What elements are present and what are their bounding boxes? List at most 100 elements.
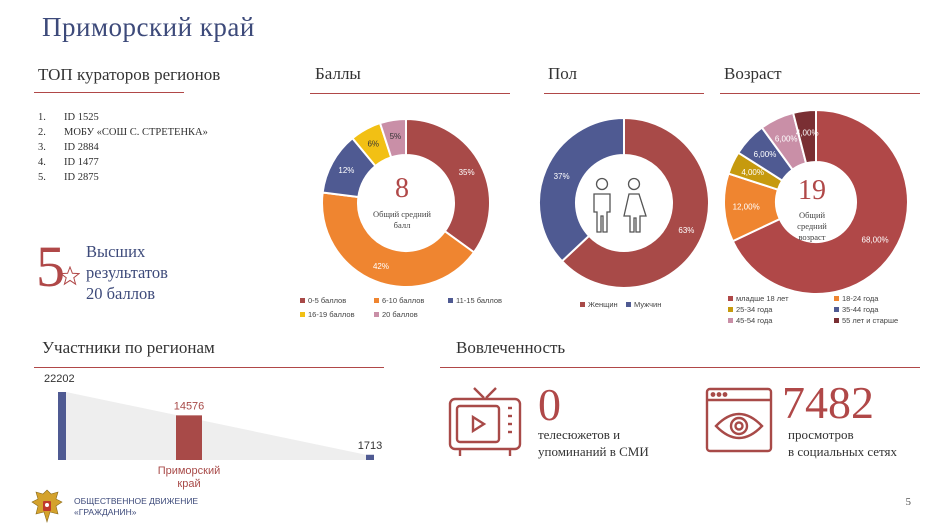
scores-legend-item: 11-15 баллов	[448, 296, 502, 305]
regions-bar	[58, 392, 66, 460]
age-slice-label: 6,00%	[754, 150, 777, 159]
scores-slice-label: 5%	[390, 132, 402, 141]
gender-legend-item: Женщин	[580, 300, 618, 309]
gender-legend-item: Мужчин	[626, 300, 661, 309]
age-center-label: Общий средний возраст	[797, 210, 827, 242]
top-curators-rule	[34, 92, 184, 93]
regions-trend-shape	[66, 392, 366, 460]
scores-slice	[321, 191, 476, 288]
regions-bar-label: 1713	[358, 440, 382, 452]
scores-legend-label: 20 баллов	[382, 310, 418, 319]
scores-center-value: 8	[395, 173, 409, 204]
age-slice-label: 68,00%	[862, 236, 889, 245]
gender-legend: Женщин Мужчин	[580, 300, 720, 312]
age-donut-chart: 68,00%12,00%4,00%6,00%6,00%4,00%	[723, 108, 909, 294]
top-curators-list: 1. ID 1525 2. МОБУ «СОШ С. СТРЕТЕНКА» 3. ID…	[38, 110, 208, 185]
scores-legend-swatch	[300, 312, 305, 317]
scores-legend-item: 16-19 баллов	[300, 310, 355, 319]
gender-slice-label: 37%	[554, 172, 570, 181]
scores-legend-label: 6-10 баллов	[382, 296, 425, 305]
scores-legend-label: 0-5 баллов	[308, 296, 347, 305]
engagement-heading: Вовлеченность	[456, 338, 566, 357]
scores-heading: Баллы	[315, 64, 361, 83]
star-icon	[60, 266, 80, 286]
age-legend-swatch	[834, 307, 839, 312]
scores-center-label: Общий средний балл	[373, 209, 431, 230]
scores-legend-swatch	[374, 312, 379, 317]
tv-caption: телесюжетов и упоминаний в СМИ	[538, 427, 649, 459]
scores-slice-label: 35%	[459, 168, 475, 177]
age-slice-label: 4,00%	[796, 129, 819, 138]
regions-bar	[366, 454, 374, 460]
regions-bar-label: 14576	[174, 400, 205, 412]
list-item: 2. МОБУ «СОШ С. СТРЕТЕНКА»	[38, 127, 208, 138]
scores-legend-swatch	[374, 298, 379, 303]
list-item: 5. ID 2875	[38, 172, 99, 183]
tv-count: 0	[538, 379, 561, 430]
age-legend-item: 55 лет и старше	[834, 316, 898, 325]
list-item: 3. ID 2884	[38, 142, 99, 153]
age-slice-label: 12,00%	[733, 202, 760, 211]
gender-legend-swatch	[626, 302, 631, 307]
age-legend-swatch	[834, 296, 839, 301]
age-legend-item: 45-54 года	[728, 316, 772, 325]
scores-legend-label: 16-19 баллов	[308, 310, 355, 319]
list-item: 4. ID 1477	[38, 157, 99, 168]
scores-legend-item: 6-10 баллов	[374, 296, 424, 305]
age-heading: Возраст	[724, 64, 782, 83]
list-item: 1. ID 1525	[38, 112, 99, 123]
people-icon	[593, 177, 647, 233]
top-curators-heading: ТОП кураторов регионов	[38, 65, 221, 84]
age-legend-swatch	[834, 318, 839, 323]
age-legend-label: 18-24 года	[842, 294, 879, 303]
age-rule	[720, 93, 920, 94]
age-legend: младше 18 лет 18-24 года 25-34 года 35-44 г…	[728, 294, 928, 330]
page-title: Приморский край	[42, 12, 255, 42]
regions-heading: Участники по регионам	[42, 338, 215, 357]
tv-icon	[448, 387, 522, 456]
regions-highlight-label: край	[177, 478, 200, 490]
scores-rule	[310, 93, 510, 94]
gender-rule	[544, 93, 704, 94]
age-slice	[731, 108, 909, 294]
age-legend-item: младше 18 лет	[728, 294, 789, 303]
gender-slice-label: 63%	[678, 226, 694, 235]
regions-bar	[176, 415, 202, 460]
gender-legend-swatch	[580, 302, 585, 307]
age-legend-label: младше 18 лет	[736, 294, 789, 303]
best-results-number: 5	[36, 234, 65, 299]
gender-legend-label: Мужчин	[634, 300, 662, 309]
scores-legend: 0-5 баллов 6-10 баллов 11-15 баллов 16-19 б…	[300, 296, 560, 326]
scores-legend-swatch	[448, 298, 453, 303]
age-legend-label: 25-34 года	[736, 305, 773, 314]
age-legend-swatch	[728, 318, 733, 323]
age-legend-swatch	[728, 307, 733, 312]
scores-legend-swatch	[300, 298, 305, 303]
views-count: 7482	[782, 377, 874, 428]
scores-legend-item: 20 баллов	[374, 310, 418, 319]
scores-slice-label: 12%	[338, 166, 354, 175]
regions-rule	[34, 367, 384, 368]
age-slice-label: 6,00%	[775, 135, 798, 144]
scores-donut-chart: 35% 42% 12% 6% 5%	[321, 117, 491, 288]
gender-donut-chart: 63% 37%	[538, 116, 710, 289]
age-center-value: 19	[798, 175, 826, 206]
emblem-logo	[31, 489, 63, 524]
best-results-text: Высших результатов 20 баллов	[86, 242, 168, 303]
gender-slice	[538, 116, 625, 263]
scores-slice	[405, 117, 491, 254]
scores-slice-label: 6%	[367, 139, 379, 148]
age-legend-swatch	[728, 296, 733, 301]
age-legend-item: 25-34 года	[728, 305, 772, 314]
scores-legend-label: 11-15 баллов	[456, 296, 502, 305]
age-legend-label: 35-44 года	[842, 305, 879, 314]
regions-highlight-label: Приморский	[158, 465, 221, 477]
eye-screen-icon	[705, 387, 773, 453]
footer-organization: ОБЩЕСТВЕННОЕ ДВИЖЕНИЕ «ГРАЖДАНИН»	[74, 496, 199, 517]
scores-legend-item: 0-5 баллов	[300, 296, 346, 305]
gender-slice	[560, 116, 710, 289]
page-number: 5	[905, 496, 912, 508]
scores-slice-label: 42%	[373, 262, 389, 271]
